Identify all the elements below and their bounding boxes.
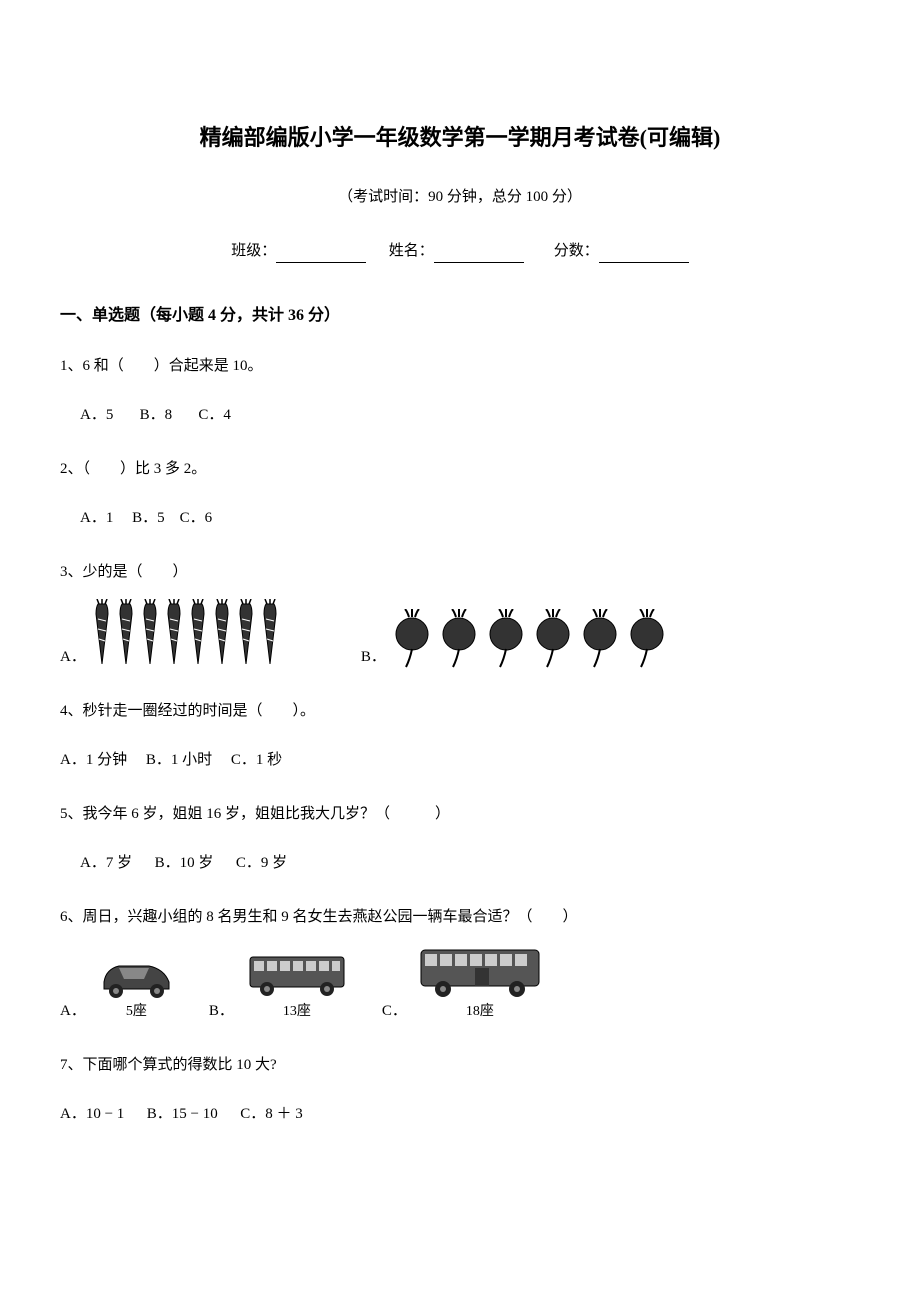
q6-option-c: C． 18座 [382,944,545,1023]
question-6: 6、周日，兴趣小组的 8 名男生和 9 名女生去燕赵公园一辆车最合适？（ ） A… [60,905,860,1023]
carrot-icon [115,599,137,669]
question-2-text: 2、（ ）比 3 多 2。 [60,457,860,481]
question-3-image-options: A． B． [60,599,860,669]
question-1-options: A．5 B．8 C．4 [60,403,860,427]
question-4: 4、秒针走一圈经过的时间是（ ）。 A．1 分钟 B．1 小时 C．1 秒 [60,699,860,772]
q1-opt-c: C．4 [198,407,231,423]
q6-option-a: A． 5座 [60,954,179,1023]
name-blank [434,247,524,263]
radish-group [391,609,668,669]
q1-opt-a: A．5 [80,407,113,423]
carrot-icon [235,599,257,669]
bus-image: 18座 [415,944,545,1023]
q4-opt-c: C．1 秒 [231,752,282,768]
class-label: 班级： [231,243,276,259]
q4-opt-b: B．1 小时 [146,752,212,768]
student-info-row: 班级： 姓名： 分数： [60,239,860,263]
q4-opt-a: A．1 分钟 [60,752,127,768]
q7-opt-c: C．8 ＋ 3 [240,1106,303,1122]
seat-13-label: 13座 [283,1001,311,1023]
question-2-options: A．1 B．5 C．6 [60,506,860,530]
q3-label-b: B． [361,645,386,669]
name-label: 姓名： [389,243,434,259]
q3-label-a: A． [60,645,86,669]
q5-opt-a: A．7 岁 [80,855,132,871]
question-7-text: 7、下面哪个算式的得数比 10 大? [60,1053,860,1077]
minibus-image: 13座 [242,949,352,1023]
class-blank [276,247,366,263]
carrot-icon [163,599,185,669]
q2-opt-b: B．5 [132,510,165,526]
question-6-vehicles: A． 5座 B． [60,944,860,1023]
question-2: 2、（ ）比 3 多 2。 A．1 B．5 C．6 [60,457,860,530]
radish-icon [579,609,621,669]
section-1-header: 一、单选题（每小题 4 分，共计 36 分） [60,303,860,329]
q6-label-c: C． [382,999,407,1023]
question-7: 7、下面哪个算式的得数比 10 大? A．10 − 1 B．15 − 10 C．… [60,1053,860,1126]
carrot-group [91,599,281,669]
question-1-text: 1、6 和（ ）合起来是 10。 [60,354,860,378]
q2-opt-c: C．6 [180,510,213,526]
carrot-icon [211,599,233,669]
question-5-text: 5、我今年 6 岁，姐姐 16 岁，姐姐比我大几岁？（ ） [60,802,860,826]
minibus-icon [242,949,352,999]
q5-opt-b: B．10 岁 [155,855,214,871]
question-4-text: 4、秒针走一圈经过的时间是（ ）。 [60,699,860,723]
q7-opt-b: B．15 − 10 [147,1106,218,1122]
carrot-icon [91,599,113,669]
q2-opt-a: A．1 [80,510,113,526]
q6-option-b: B． 13座 [209,949,352,1023]
exam-title: 精编部编版小学一年级数学第一学期月考试卷(可编辑) [60,120,860,155]
score-label: 分数： [554,243,599,259]
radish-icon [438,609,480,669]
question-5: 5、我今年 6 岁，姐姐 16 岁，姐姐比我大几岁？（ ） A．7 岁 B．10… [60,802,860,875]
q1-opt-b: B．8 [140,407,173,423]
q5-opt-c: C．9 岁 [236,855,287,871]
page-container: 精编部编版小学一年级数学第一学期月考试卷(可编辑) （考试时间：90 分钟，总分… [60,120,860,1126]
question-1: 1、6 和（ ）合起来是 10。 A．5 B．8 C．4 [60,354,860,427]
question-3: 3、少的是（ ） A． B． [60,560,860,669]
radish-icon [485,609,527,669]
question-6-text: 6、周日，兴趣小组的 8 名男生和 9 名女生去燕赵公园一辆车最合适？（ ） [60,905,860,929]
question-4-options: A．1 分钟 B．1 小时 C．1 秒 [60,748,860,772]
carrot-icon [187,599,209,669]
radish-icon [626,609,668,669]
q6-label-a: A． [60,999,86,1023]
q3-option-b: B． [361,609,668,669]
seat-5-label: 5座 [126,1001,147,1023]
radish-icon [391,609,433,669]
question-5-options: A．7 岁 B．10 岁 C．9 岁 [60,851,860,875]
q3-option-a: A． [60,599,281,669]
carrot-icon [259,599,281,669]
q7-opt-a: A．10 − 1 [60,1106,124,1122]
radish-icon [532,609,574,669]
q6-label-b: B． [209,999,234,1023]
car-image: 5座 [94,954,179,1023]
question-7-options: A．10 − 1 B．15 − 10 C．8 ＋ 3 [60,1102,860,1126]
exam-subtitle: （考试时间：90 分钟，总分 100 分） [60,185,860,209]
bus-icon [415,944,545,999]
seat-18-label: 18座 [466,1001,494,1023]
question-3-text: 3、少的是（ ） [60,560,860,584]
carrot-icon [139,599,161,669]
car-icon [94,954,179,999]
score-blank [599,247,689,263]
